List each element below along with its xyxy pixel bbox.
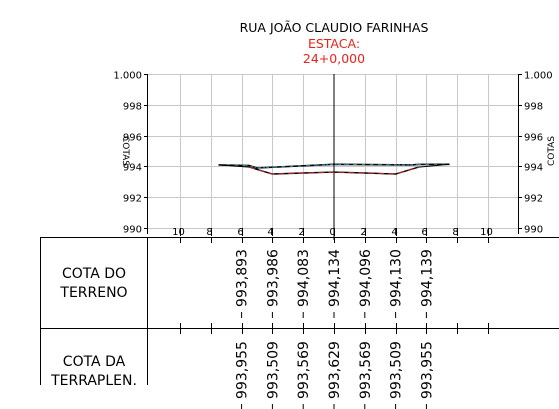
slope-line-left bbox=[218, 164, 250, 168]
y-axis-title-right: COTAS bbox=[547, 136, 557, 166]
y-tick-label: 998 bbox=[123, 102, 142, 113]
x-tick-label: 6 bbox=[237, 227, 243, 238]
plot-frame bbox=[147, 74, 519, 240]
y-ticks-left: 1.000 998 996 994 992 990 bbox=[113, 71, 148, 236]
row-label-line2: TERRENO bbox=[59, 285, 127, 301]
street-name: RUA JOÃO CLAUDIO FARINHAS bbox=[240, 20, 429, 35]
table-value: 993,955 bbox=[419, 341, 435, 399]
terrain-values: 993,893 993,986 994,083 994,134 994,096 994,1… bbox=[235, 249, 435, 318]
y-tick-label: 996 bbox=[123, 133, 142, 144]
x-tick-label: 2 bbox=[360, 227, 366, 238]
y-tick-label: 996 bbox=[524, 133, 543, 144]
y-tick-label: 990 bbox=[123, 225, 142, 236]
x-tick-label: 2 bbox=[298, 227, 304, 238]
y-axis-title-left: COTAS bbox=[120, 136, 130, 166]
y-ticks-right: 1.000 998 996 994 992 990 bbox=[518, 71, 553, 236]
table-value: 993,569 bbox=[296, 341, 312, 399]
x-tick-label: 10 bbox=[480, 227, 493, 238]
table-row-earthwork: COTA DA TERRAPLEN. bbox=[50, 354, 137, 389]
chart-grid bbox=[148, 74, 518, 229]
table-value: 994,139 bbox=[419, 249, 435, 307]
table-value: 993,629 bbox=[327, 341, 343, 399]
x-tick-label: 10 bbox=[172, 227, 185, 238]
table-column-ticks bbox=[180, 237, 489, 334]
x-tick-label: 8 bbox=[452, 227, 458, 238]
x-tick-label: 8 bbox=[206, 227, 212, 238]
x-tick-label: 4 bbox=[391, 227, 397, 238]
earthwork-values: 993,955 993,509 993,569 993,629 993,569 993,5… bbox=[235, 341, 435, 409]
table-value: 993,986 bbox=[265, 249, 281, 307]
y-tick-label: 994 bbox=[524, 163, 543, 174]
table-value: 994,130 bbox=[389, 249, 405, 307]
terrain-reference-line bbox=[218, 163, 450, 169]
earthwork-axis-line bbox=[249, 166, 419, 175]
table-value: 993,955 bbox=[235, 341, 251, 399]
station-value: 24+0,000 bbox=[303, 51, 365, 66]
y-tick-label: 994 bbox=[123, 163, 142, 174]
table-value: 993,893 bbox=[235, 249, 251, 307]
data-table bbox=[40, 237, 559, 385]
table-value: 993,509 bbox=[389, 341, 405, 399]
profile-lines bbox=[218, 163, 450, 175]
y-tick-label: 1.000 bbox=[524, 71, 553, 82]
table-row-terrain: COTA DO TERRENO bbox=[59, 266, 127, 301]
station-label: ESTACA: bbox=[308, 36, 360, 51]
row-label-line2: TERRAPLEN. bbox=[50, 373, 137, 389]
x-tick-label: 6 bbox=[421, 227, 427, 238]
table-value: 993,569 bbox=[358, 341, 374, 399]
y-tick-label: 1.000 bbox=[113, 71, 142, 82]
x-tick-label: 0 bbox=[329, 227, 335, 238]
y-tick-label: 990 bbox=[524, 225, 543, 236]
y-tick-label: 992 bbox=[123, 194, 142, 205]
y-tick-label: 998 bbox=[524, 102, 543, 113]
table-value: 993,509 bbox=[265, 341, 281, 399]
slope-line-right bbox=[418, 163, 450, 168]
table-value: 994,134 bbox=[327, 249, 343, 307]
x-ticks: 10 8 6 4 2 0 2 4 6 8 10 bbox=[172, 227, 493, 238]
row-label-line1: COTA DO bbox=[62, 266, 126, 282]
table-value: 994,096 bbox=[358, 249, 374, 307]
table-value: 994,083 bbox=[296, 249, 312, 307]
header: RUA JOÃO CLAUDIO FARINHAS ESTACA: 24+0,0… bbox=[240, 20, 429, 66]
y-tick-label: 992 bbox=[524, 194, 543, 205]
row-label-line1: COTA DA bbox=[63, 354, 126, 370]
x-tick-label: 4 bbox=[267, 227, 273, 238]
